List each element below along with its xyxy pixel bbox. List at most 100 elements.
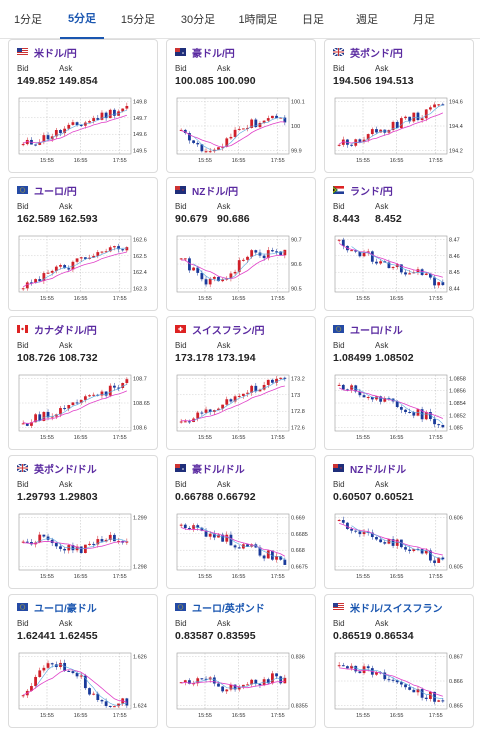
x-tick-label: 16:55	[74, 435, 88, 441]
price-chart: 1.626 1.624 15:55 16:55 17:55	[18, 652, 147, 719]
candle	[250, 119, 254, 128]
tab-1[interactable]: 1分足	[13, 14, 43, 26]
candle	[21, 288, 25, 290]
card-header: スイスフラン/円	[175, 322, 265, 337]
candle	[208, 409, 212, 413]
flag-icon	[333, 48, 344, 56]
pair-name[interactable]: ユーロ/ドル	[350, 325, 403, 337]
pair-name[interactable]: 英ポンド/ドル	[34, 464, 97, 476]
currency-card[interactable]: 米ドル/円 Bid Ask 149.852 149.854 149.8 149.7 149.6…	[8, 39, 158, 173]
candle	[59, 662, 62, 668]
bid-label: Bid	[17, 202, 29, 211]
pair-name[interactable]: 米ドル/円	[34, 48, 77, 60]
candle	[30, 686, 33, 691]
candle	[350, 250, 353, 252]
candle	[25, 423, 29, 426]
flag-icon	[333, 186, 344, 194]
currency-card[interactable]: カナダドル/円 Bid Ask 108.726 108.732 108.7 108.65 10…	[8, 316, 158, 450]
candle	[96, 252, 100, 256]
candle	[258, 389, 262, 392]
candle	[241, 128, 245, 130]
pair-name[interactable]: ユーロ/豪ドル	[34, 603, 97, 615]
candle	[50, 270, 54, 273]
currency-card[interactable]: ユーロ/円 Bid Ask 162.589 162.593 162.6 162.5 162.4…	[8, 177, 158, 311]
currency-card[interactable]: NZドル/ドル Bid Ask 0.60507 0.60521 0.606 0.605 15:…	[324, 455, 474, 589]
tab-7[interactable]: 週足	[356, 14, 378, 26]
candle	[408, 116, 412, 122]
y-tick-label: 194.2	[449, 149, 463, 155]
x-tick-label: 17:55	[271, 713, 285, 719]
pair-name[interactable]: ユーロ/英ポンド	[192, 603, 265, 615]
candle	[108, 534, 112, 540]
currency-card[interactable]: 英ポンド/円 Bid Ask 194.506 194.513 194.6 194.4 194.…	[324, 39, 474, 173]
candle	[250, 385, 254, 393]
tab-2[interactable]: 5分足	[56, 0, 108, 39]
currency-card[interactable]: ランド/円 Bid Ask 8.443 8.452 8.47 8.46 8.45 8.44 15:…	[324, 177, 474, 311]
currency-card[interactable]: スイスフラン/円 Bid Ask 173.178 173.194 173.2 173 172.…	[166, 316, 316, 450]
ask-label: Ask	[59, 64, 73, 73]
candle	[279, 117, 283, 119]
candle	[34, 414, 37, 423]
pair-name[interactable]: ランド/円	[350, 186, 393, 198]
candle	[237, 547, 241, 549]
candle	[188, 258, 191, 271]
ask-value: 1.08502	[375, 352, 414, 364]
candle	[366, 666, 370, 669]
currency-card[interactable]: 英ポンド/ドル Bid Ask 1.29793 1.29803 1.299 1.298 15:…	[8, 455, 158, 589]
candle	[196, 142, 200, 145]
tab-6[interactable]: 日足	[302, 14, 324, 26]
candle	[258, 547, 262, 556]
pair-name[interactable]: NZドル/ドル	[350, 464, 407, 476]
ask-value: 149.854	[59, 75, 98, 87]
moving-average-line	[338, 242, 443, 278]
pair-name[interactable]: 米ドル/スイスフラン	[350, 603, 443, 615]
pair-name[interactable]: カナダドル/円	[34, 325, 97, 337]
pair-name[interactable]: 豪ドル/ドル	[192, 464, 245, 476]
bid-value: 100.085	[175, 75, 214, 87]
currency-card[interactable]: 豪ドル/ドル Bid Ask 0.66788 0.66792 0.669 0.6685 0.6…	[166, 455, 316, 589]
ask-value: 173.194	[217, 352, 256, 364]
pair-name[interactable]: 豪ドル/円	[192, 48, 235, 60]
bid-label: Bid	[175, 619, 187, 628]
bid-value: 1.08499	[333, 352, 372, 364]
x-tick-label: 15:55	[198, 435, 212, 441]
candle	[441, 700, 445, 702]
candle	[225, 138, 229, 147]
candle	[25, 541, 29, 543]
y-tick-label: 90.7	[291, 237, 302, 243]
pair-name[interactable]: 英ポンド/円	[350, 48, 403, 60]
candle	[179, 682, 183, 684]
candle	[233, 129, 237, 137]
candle	[346, 522, 349, 529]
currency-card[interactable]: ユーロ/英ポンド Bid Ask 0.83587 0.83595 0.836 0.8355 1…	[166, 594, 316, 728]
currency-card[interactable]: 豪ドル/円 Bid Ask 100.085 100.090 100.1 100 99.9 15:…	[166, 39, 316, 173]
moving-average-line	[339, 522, 443, 556]
currency-card[interactable]: ユーロ/ドル Bid Ask 1.08499 1.08502 1.0858 1.0856 1.…	[324, 316, 474, 450]
candle	[113, 109, 116, 116]
pair-name[interactable]: ユーロ/円	[34, 186, 77, 198]
bid-value: 8.443	[333, 213, 360, 225]
x-tick-label: 15:55	[40, 574, 54, 580]
tab-5[interactable]: 1時間足	[238, 14, 278, 26]
candle	[204, 678, 208, 680]
candle	[395, 539, 399, 546]
y-tick-label: 173.2	[291, 376, 305, 382]
tab-3[interactable]: 15分足	[120, 14, 156, 26]
candle	[179, 421, 183, 423]
pair-name[interactable]: スイスフラン/円	[192, 325, 265, 337]
candle	[246, 544, 249, 547]
y-tick-label: 90.5	[291, 287, 302, 293]
currency-card[interactable]: NZドル/円 Bid Ask 90.679 90.686 90.7 90.6 90.5 15:5…	[166, 177, 316, 311]
pair-name[interactable]: NZドル/円	[192, 186, 239, 198]
tab-4[interactable]: 30分足	[180, 14, 216, 26]
currency-card[interactable]: 米ドル/スイスフラン Bid Ask 0.86519 0.86534 0.867 0.866…	[324, 594, 474, 728]
tab-8[interactable]: 月足	[413, 14, 435, 26]
candle	[441, 424, 445, 428]
x-tick-label: 15:55	[40, 158, 54, 164]
candle	[433, 104, 436, 108]
currency-card[interactable]: ユーロ/豪ドル Bid Ask 1.62441 1.62455 1.626 1.624 15:…	[8, 594, 158, 728]
card-header: 英ポンド/ドル	[17, 461, 97, 476]
candle	[208, 533, 212, 537]
candle	[441, 282, 445, 286]
candle	[241, 684, 245, 687]
